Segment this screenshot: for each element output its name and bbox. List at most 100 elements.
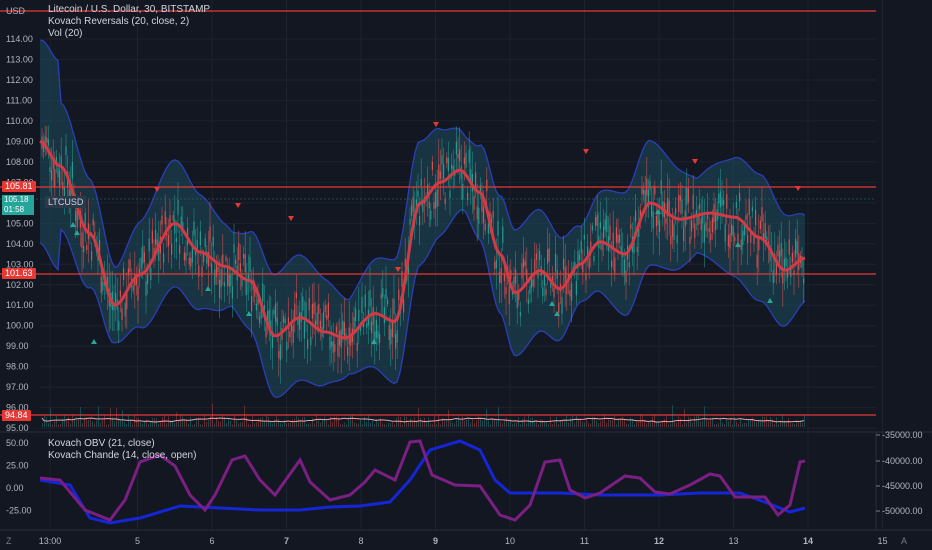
candle-body	[94, 231, 96, 238]
price-axis-label: 102.00	[6, 280, 34, 290]
candle-body	[531, 273, 533, 288]
candle-body	[657, 211, 659, 226]
candle-body	[777, 244, 779, 257]
candle-body	[503, 274, 505, 282]
volume-bar	[638, 421, 639, 427]
volume-bar	[432, 424, 433, 427]
reversal-down-marker	[154, 187, 160, 192]
candle-body	[649, 181, 651, 190]
reversal-up-marker	[767, 298, 773, 303]
volume-bar	[58, 424, 59, 427]
zoom-toggle-button[interactable]: Z	[6, 536, 12, 546]
oscillator-left-axis-label: -25.00	[6, 506, 32, 516]
candle-body	[249, 256, 251, 272]
legend-indicator-chande[interactable]: Kovach Chande (14, close, open)	[48, 450, 197, 461]
time-axis-label: 15	[877, 536, 887, 546]
volume-bar	[612, 420, 613, 427]
candle-body	[163, 253, 165, 263]
volume-bar	[302, 417, 303, 427]
volume-bar	[320, 422, 321, 427]
candle-body	[199, 231, 201, 246]
candle-body	[446, 157, 448, 164]
candle-body	[460, 165, 462, 180]
volume-bar	[210, 416, 211, 427]
candle-body	[388, 324, 390, 340]
volume-bar	[438, 415, 439, 427]
candle-body	[315, 320, 317, 328]
candle-body	[447, 157, 449, 172]
candle-body	[291, 323, 293, 332]
price-axis-label: 104.00	[6, 239, 34, 249]
candle-body	[161, 215, 163, 225]
candle-body	[404, 258, 406, 267]
candle-body	[772, 270, 774, 284]
volume-bar	[460, 420, 461, 427]
candle-body	[444, 198, 446, 204]
price-axis-label: 105.00	[6, 218, 34, 228]
candle-body	[574, 261, 576, 267]
candle-body	[188, 258, 190, 265]
candle-body	[638, 225, 640, 237]
candle-body	[407, 259, 409, 275]
candle-body	[60, 156, 62, 167]
candle-body	[47, 139, 49, 146]
candle-body	[695, 210, 697, 217]
volume-bar	[224, 417, 225, 427]
reversal-up-marker	[91, 339, 97, 344]
volume-bar	[208, 420, 209, 427]
volume-bar	[694, 416, 695, 427]
volume-bar	[326, 419, 327, 427]
auto-scale-button[interactable]: A	[901, 536, 908, 546]
volume-bar	[412, 421, 413, 427]
volume-bar	[306, 423, 307, 427]
candle-body	[107, 276, 109, 288]
candle-body	[724, 224, 726, 242]
legend-indicator-volume[interactable]: Vol (20)	[48, 28, 83, 39]
volume-bar	[632, 418, 633, 427]
candle-body	[443, 163, 445, 180]
candle-body	[793, 270, 795, 275]
candle-body	[318, 303, 320, 314]
volume-bar	[488, 420, 489, 427]
candle-body	[284, 318, 286, 324]
volume-bar	[556, 416, 557, 427]
kovach-midline	[39, 140, 806, 340]
volume-bar	[748, 420, 749, 427]
legend-indicator-reversals[interactable]: Kovach Reversals (20, close, 2)	[48, 16, 190, 27]
candle-body	[167, 234, 169, 247]
price-axis-label: 103.00	[6, 259, 34, 269]
volume-bar	[546, 421, 547, 427]
reversal-up-marker	[74, 230, 80, 235]
candle-body	[615, 227, 617, 243]
candle-body	[251, 296, 253, 312]
volume-bar	[66, 419, 67, 427]
volume-bar	[746, 423, 747, 427]
candle-body	[513, 276, 515, 288]
candle-body	[462, 183, 464, 200]
candle-body	[515, 269, 517, 284]
volume-bar	[778, 424, 779, 427]
volume-bar	[392, 421, 393, 427]
volume-bar	[534, 419, 535, 427]
volume-bar	[94, 423, 95, 427]
volume-bar	[312, 417, 313, 427]
volume-bar	[126, 424, 127, 427]
legend-symbol[interactable]: Litecoin / U.S. Dollar, 30, BITSTAMP	[48, 4, 211, 15]
candle-body	[303, 321, 305, 339]
volume-bar	[142, 423, 143, 427]
legend-indicator-obv[interactable]: Kovach OBV (21, close)	[48, 438, 155, 449]
volume-bar	[96, 420, 97, 427]
volume-bar	[574, 423, 575, 427]
candle-body	[494, 262, 496, 269]
volume-bar	[462, 416, 463, 427]
candle-body	[62, 181, 64, 190]
volume-bar	[372, 420, 373, 427]
volume-bar	[500, 421, 501, 427]
volume-bar	[526, 423, 527, 427]
volume-bar	[610, 419, 611, 427]
candle-body	[179, 245, 181, 254]
candle-body	[759, 220, 761, 230]
candle-body	[206, 251, 208, 264]
